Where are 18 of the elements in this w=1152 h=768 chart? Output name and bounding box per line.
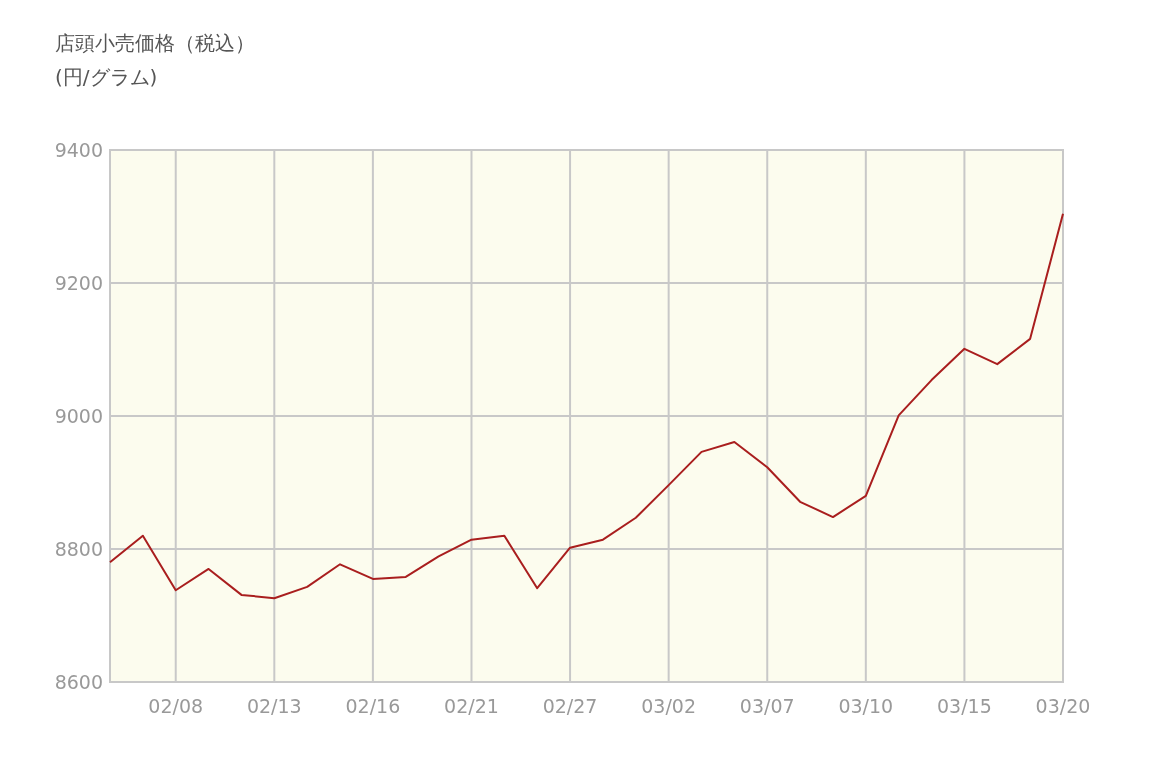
y-tick-label: 9200 (54, 272, 103, 294)
y-tick-label: 8600 (54, 671, 103, 693)
chart-subtitle: (円/グラム) (55, 65, 158, 89)
chart-title: 店頭小売価格（税込） (55, 31, 255, 55)
x-tick-label: 02/13 (246, 695, 302, 717)
y-tick-label: 8800 (54, 538, 103, 560)
x-tick-label: 03/20 (1035, 695, 1091, 717)
x-tick-label: 02/21 (444, 695, 499, 717)
y-tick-label: 9000 (54, 405, 103, 427)
x-tick-label: 02/16 (345, 695, 401, 717)
x-tick-label: 03/10 (838, 695, 894, 717)
line-series (109, 212, 1064, 600)
x-tick-label: 02/08 (148, 695, 204, 717)
x-tick-label: 03/07 (739, 695, 795, 717)
y-tick-label: 9400 (54, 139, 103, 161)
x-tick-label: 03/02 (641, 695, 697, 717)
x-tick-label: 02/27 (542, 695, 598, 717)
x-tick-label: 03/15 (937, 695, 992, 717)
